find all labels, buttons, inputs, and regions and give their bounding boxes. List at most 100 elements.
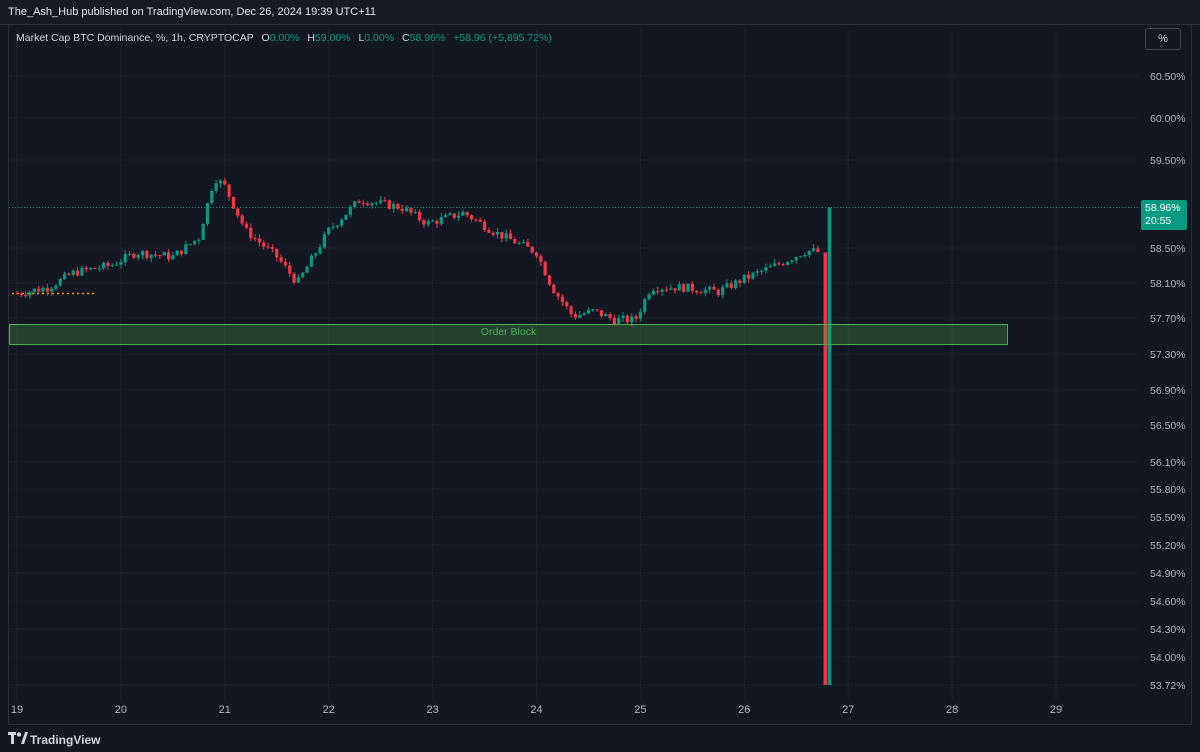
candle-body (361, 202, 365, 204)
candle-body (656, 290, 660, 292)
candle-body (409, 208, 413, 213)
candle-body (188, 243, 192, 245)
candle-body (747, 274, 751, 279)
bar-countdown: 20:55 (1145, 215, 1172, 227)
candle-body (249, 227, 253, 239)
candle-body (387, 200, 391, 209)
candle-body (521, 242, 526, 244)
candle-body (500, 231, 504, 239)
candle-body (604, 314, 608, 317)
candle-body (379, 200, 383, 203)
chart-area[interactable] (8, 24, 1192, 725)
candle-body (223, 180, 227, 185)
candle-body (729, 283, 733, 289)
y-tick-label: 55.50% (1150, 512, 1186, 524)
candle-body (400, 208, 404, 212)
candle-body (76, 270, 80, 276)
order-block-label: Order Block (480, 326, 537, 339)
close-value: 58.96% (409, 32, 446, 44)
candle-body (686, 283, 690, 292)
open-label: O (261, 32, 270, 44)
candle-body (811, 248, 816, 251)
candle-body (556, 293, 560, 297)
candle-body (816, 248, 820, 252)
candle-body (755, 271, 759, 273)
candle-body (283, 261, 288, 266)
open-value: 0.00% (269, 32, 300, 44)
candle-body (742, 274, 746, 284)
candle-body (448, 213, 452, 215)
candle-body (214, 183, 218, 192)
candle-body (370, 203, 374, 206)
candle-body (97, 268, 101, 270)
candle-body (309, 255, 313, 267)
candle-body (296, 277, 300, 283)
candle-body (547, 275, 552, 285)
candle-body (634, 316, 638, 319)
low-label: L (358, 32, 365, 44)
candle-body (586, 309, 591, 314)
candle-body (721, 287, 725, 295)
candle-body (491, 232, 495, 235)
last-price-badge: 58.96% 20:55 (1141, 200, 1187, 230)
candle-body (275, 248, 279, 258)
candle-body (798, 256, 803, 258)
y-tick-label: 59.50% (1150, 155, 1186, 167)
candle-body (539, 256, 543, 262)
y-tick-label: 56.50% (1150, 420, 1186, 432)
percent-scale-button[interactable]: % (1145, 28, 1181, 50)
candle-body (166, 252, 171, 260)
candle-body (682, 284, 686, 292)
candle-body (158, 255, 162, 257)
footer-brand: TradingView (30, 733, 101, 747)
candle-body (595, 309, 599, 311)
candle-body (24, 294, 28, 296)
candle-body (114, 264, 119, 266)
candle-body (487, 230, 491, 233)
candle-body (41, 287, 45, 292)
candle-body (63, 273, 67, 279)
candle-body (690, 283, 694, 292)
candle-body (192, 240, 197, 244)
candle-body (54, 285, 58, 289)
candle-body (751, 272, 755, 279)
last-price-value: 58.96% (1145, 202, 1181, 214)
candle-body (270, 246, 275, 249)
candle-body (318, 247, 322, 254)
candle-body (413, 211, 417, 213)
candle-body (508, 233, 513, 240)
candle-body (651, 290, 655, 295)
candle-body (803, 254, 807, 257)
candle-body (456, 215, 461, 218)
candle-body (45, 287, 49, 292)
candle-body (708, 286, 712, 290)
candle-body (452, 213, 456, 218)
candle-body (768, 266, 772, 268)
x-tick-label: 21 (219, 704, 231, 716)
candle-body (292, 273, 296, 283)
candle-body (210, 191, 214, 204)
candle-body (123, 253, 127, 263)
candle-body (621, 315, 625, 318)
candle-body (322, 234, 326, 248)
high-value: 59.00% (314, 32, 351, 44)
x-tick-label: 27 (842, 704, 854, 716)
candle-body (591, 309, 595, 311)
candle-body (703, 289, 707, 294)
candle-body (478, 219, 482, 222)
spike-candle-down (823, 252, 828, 685)
candle-body (461, 212, 465, 216)
order-block-zone[interactable]: Order Block (9, 324, 1008, 345)
spike-candle-up (827, 207, 832, 685)
y-tick-label: 54.30% (1150, 624, 1186, 636)
candle-body (439, 217, 443, 224)
candle-body (673, 288, 677, 291)
candle-body (699, 292, 703, 294)
candle-body (790, 260, 794, 262)
candle-body (785, 261, 790, 265)
candle-body (781, 264, 785, 266)
x-tick-label: 24 (530, 704, 542, 716)
candle-body (175, 250, 179, 256)
candle-body (301, 272, 305, 278)
